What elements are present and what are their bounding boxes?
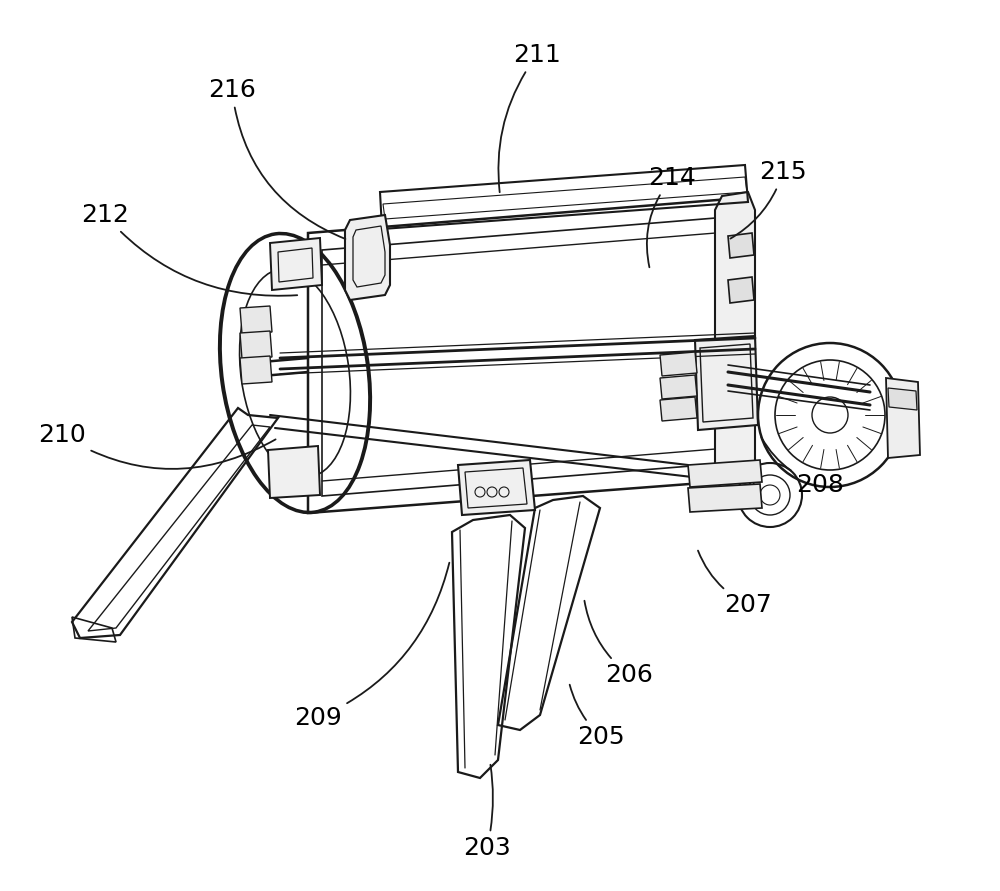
Text: 210: 210 [38, 423, 276, 469]
Polygon shape [728, 233, 754, 258]
Text: 205: 205 [570, 684, 625, 749]
Text: 209: 209 [294, 563, 449, 730]
Polygon shape [888, 388, 917, 410]
Polygon shape [695, 336, 758, 430]
Polygon shape [728, 277, 754, 303]
Polygon shape [660, 375, 697, 399]
Polygon shape [688, 484, 762, 512]
Text: 216: 216 [208, 78, 345, 239]
Text: 211: 211 [498, 43, 561, 192]
Polygon shape [660, 352, 697, 376]
Polygon shape [458, 460, 535, 515]
Polygon shape [688, 460, 762, 487]
Polygon shape [268, 446, 320, 498]
Text: 203: 203 [463, 764, 511, 860]
Polygon shape [270, 238, 322, 290]
Polygon shape [240, 306, 272, 334]
Polygon shape [715, 192, 755, 492]
Polygon shape [240, 356, 272, 384]
Text: 212: 212 [81, 203, 297, 296]
Text: 207: 207 [698, 551, 772, 617]
Text: 214: 214 [647, 166, 696, 267]
Polygon shape [345, 215, 390, 300]
Polygon shape [240, 331, 272, 359]
Text: 206: 206 [584, 601, 653, 687]
Text: 215: 215 [730, 160, 807, 239]
Polygon shape [886, 378, 920, 458]
Polygon shape [660, 397, 697, 421]
Text: 208: 208 [761, 437, 844, 497]
